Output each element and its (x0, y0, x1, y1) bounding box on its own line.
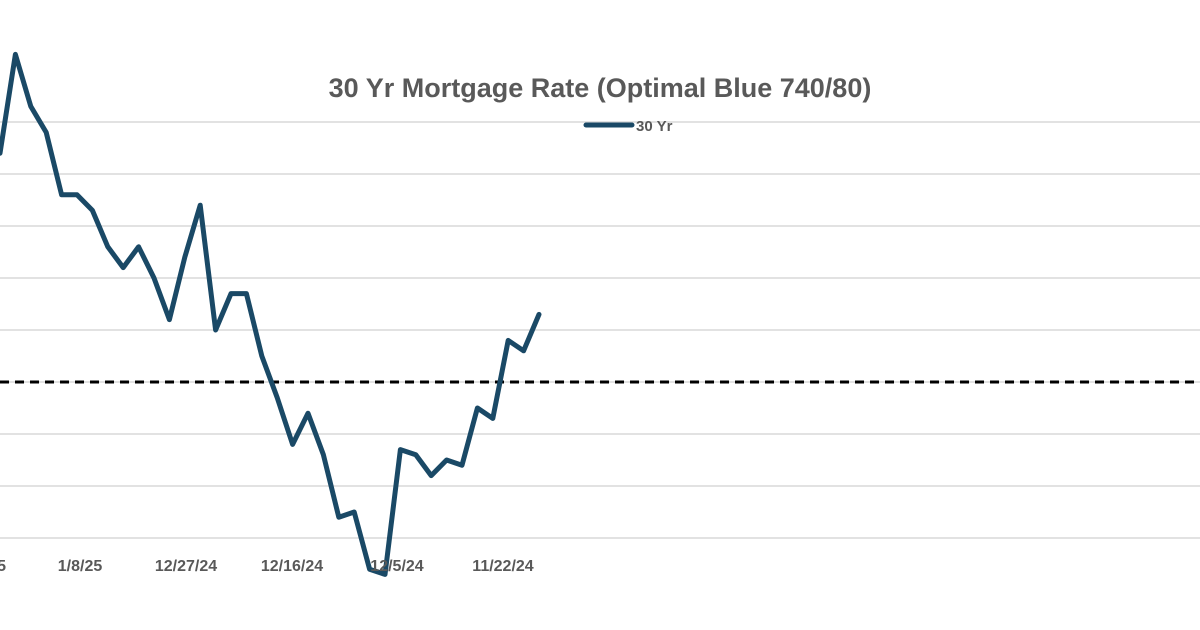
x-tick-label: 1/8/25 (58, 558, 103, 575)
chart-title: 30 Yr Mortgage Rate (Optimal Blue 740/80… (329, 73, 872, 103)
x-tick-label-partial: 5 (0, 558, 6, 575)
x-axis-ticks: 5 1/8/25 12/27/24 12/16/24 12/5/24 11/22… (0, 558, 534, 575)
x-tick-label: 11/22/24 (472, 558, 534, 575)
gridlines (0, 121, 1200, 539)
series-line-30-yr (0, 51, 542, 577)
legend-label: 30 Yr (636, 118, 673, 135)
x-tick-label: 12/5/24 (370, 558, 423, 575)
legend: 30 Yr (583, 118, 673, 135)
x-tick-label: 12/27/24 (155, 558, 217, 575)
x-tick-label: 12/16/24 (261, 558, 323, 575)
series-group (0, 51, 542, 577)
